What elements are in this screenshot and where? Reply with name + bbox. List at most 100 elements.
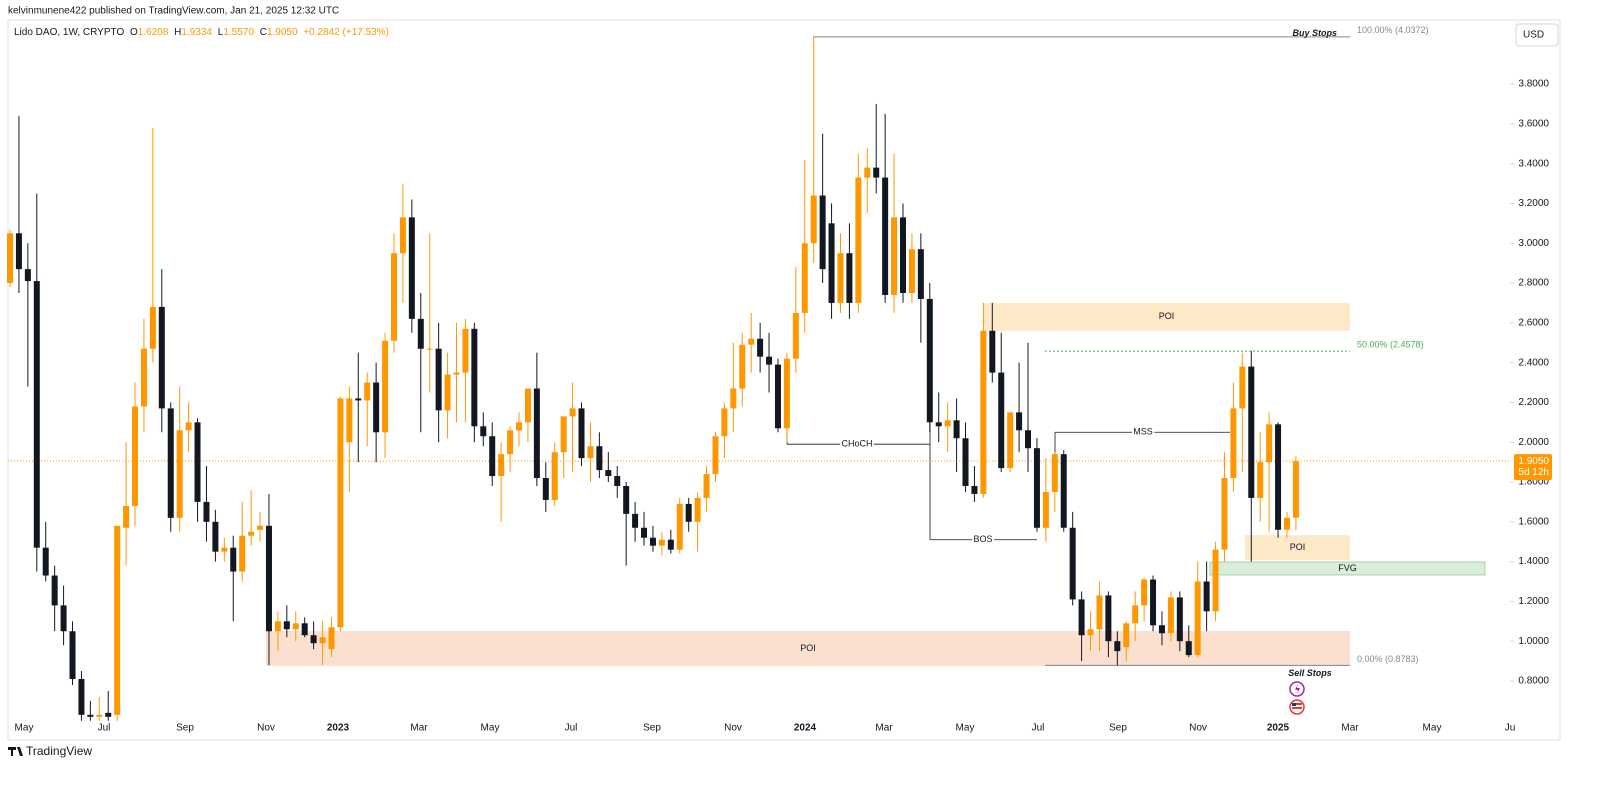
candle-body xyxy=(364,382,371,401)
fib-label: 50.00% (2.4578) xyxy=(1357,340,1424,350)
candle-body xyxy=(355,398,362,401)
candle-body xyxy=(283,621,290,630)
candle-body xyxy=(114,525,121,715)
candle-body xyxy=(676,503,683,550)
candle-body xyxy=(1051,454,1058,492)
candle-body xyxy=(462,328,469,373)
candle-body xyxy=(712,436,719,475)
zone-label: POI xyxy=(1290,542,1306,552)
candle-body xyxy=(614,476,621,486)
candle-body xyxy=(167,408,174,518)
event-glyph xyxy=(1295,684,1300,694)
candle-body xyxy=(51,575,58,606)
currency-button[interactable] xyxy=(1515,23,1559,47)
candle-body xyxy=(757,338,764,357)
last-price-tag xyxy=(1514,454,1552,481)
candle-body xyxy=(319,637,326,644)
candle-body xyxy=(533,388,540,479)
x-tick-label: May xyxy=(956,723,975,734)
zone xyxy=(1209,561,1486,576)
structure-label: MSS xyxy=(1133,427,1153,437)
candle-body xyxy=(33,281,40,548)
candle-body xyxy=(435,348,442,411)
candle-body xyxy=(292,623,299,630)
candle-body xyxy=(408,217,415,319)
x-tick-label: May xyxy=(1423,723,1442,734)
candle-body xyxy=(248,531,255,536)
candle-body xyxy=(1141,579,1148,606)
plot: POI POI FVG POI 100.00% (4.0372) Buy Stops 50.… xyxy=(7,25,1510,721)
candle-body xyxy=(176,430,183,518)
candle-body xyxy=(774,364,781,429)
candle-body xyxy=(632,513,639,528)
x-tick-label: Mar xyxy=(1341,723,1359,734)
candle-body xyxy=(1283,517,1290,530)
candle-body xyxy=(15,233,22,270)
y-tick-label: 2.8000 xyxy=(1518,278,1549,289)
candle-body xyxy=(926,298,933,423)
low-key: L xyxy=(218,27,224,38)
candle-body xyxy=(882,177,889,295)
candle-body xyxy=(399,217,406,254)
candle-body xyxy=(810,195,817,244)
logo xyxy=(8,747,23,756)
candle-body xyxy=(140,348,147,407)
candle-body xyxy=(846,253,853,303)
candle-body xyxy=(239,535,246,572)
candle-body xyxy=(1194,581,1201,656)
candle-body xyxy=(748,338,755,345)
candle-body xyxy=(132,406,139,506)
candle-body xyxy=(783,358,790,429)
candle-body xyxy=(1016,412,1023,431)
candle-body xyxy=(935,422,942,427)
x-tick-label: Sep xyxy=(1109,723,1127,734)
candle-body xyxy=(274,621,281,632)
candle-body xyxy=(1123,623,1130,648)
candle-body xyxy=(837,253,844,303)
zone-label: POI xyxy=(800,643,816,653)
fib-label: 100.00% (4.0372) xyxy=(1357,25,1429,35)
candle-body xyxy=(864,167,871,178)
candle-body xyxy=(1150,579,1157,626)
candle-body xyxy=(123,505,130,528)
candle-body xyxy=(158,306,165,409)
x-tick-label: 2025 xyxy=(1267,723,1290,734)
candle-body xyxy=(444,374,451,411)
candle-body xyxy=(1176,597,1183,642)
candle-body xyxy=(739,344,746,389)
x-tick-label: May xyxy=(15,723,34,734)
candle-body xyxy=(417,318,424,349)
candle-body xyxy=(78,679,85,715)
icons xyxy=(1289,681,1305,715)
x-tick-label: Mar xyxy=(410,723,428,734)
y-tick-label: 1.0000 xyxy=(1518,636,1549,647)
candle-body xyxy=(149,306,156,349)
x-tick-label: Nov xyxy=(257,723,275,734)
candle-body xyxy=(855,177,862,303)
candle-body xyxy=(989,330,996,373)
x-tick-label: May xyxy=(481,723,500,734)
candle-body xyxy=(1239,366,1246,409)
candle-body xyxy=(721,408,728,437)
x-tick-label: 2023 xyxy=(327,723,350,734)
candle-body xyxy=(1078,599,1085,636)
candle-body xyxy=(1275,424,1282,530)
currency[interactable]: USD xyxy=(1523,30,1544,41)
candle-body xyxy=(230,547,237,572)
candle-body xyxy=(1033,448,1040,528)
structure-label: CHoCH xyxy=(841,439,872,449)
y-tick-label: 2.6000 xyxy=(1518,317,1549,328)
candle-body xyxy=(310,635,317,644)
candle-body xyxy=(1105,595,1112,642)
x-tick-label: Nov xyxy=(1189,723,1207,734)
candle-body xyxy=(730,388,737,409)
high-value: 1.9334 xyxy=(181,27,212,38)
candle-body xyxy=(560,416,567,453)
candle-body xyxy=(605,470,612,477)
low-value: 1.5570 xyxy=(223,27,254,38)
candle-body xyxy=(1158,625,1165,634)
y-tick-label: 2.0000 xyxy=(1518,437,1549,448)
open-value: 1.6208 xyxy=(138,27,169,38)
y-tick-label: 3.0000 xyxy=(1518,238,1549,249)
fib-label: 0.00% (0.8783) xyxy=(1357,654,1419,664)
